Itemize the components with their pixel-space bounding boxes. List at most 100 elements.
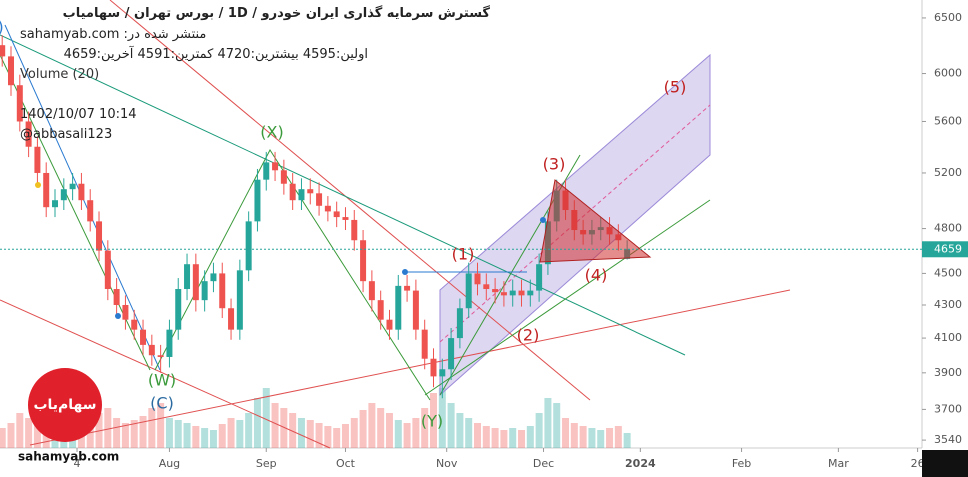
volume-bar [438, 388, 446, 448]
candle-body [60, 189, 67, 201]
volume-bar [174, 420, 182, 448]
volume-bar [482, 426, 490, 448]
candle-body [377, 300, 384, 320]
candle-body [333, 211, 340, 218]
volume-bar [130, 420, 138, 448]
volume-bar [394, 420, 402, 448]
candle-body [157, 355, 164, 357]
volume-bar [33, 420, 41, 448]
last-price: 4659 [934, 242, 962, 255]
volume-bar [385, 413, 393, 448]
y-tick-label: 5600 [934, 114, 962, 127]
volume-bar [42, 426, 50, 448]
candle-body [228, 308, 235, 330]
volume-bar [588, 428, 596, 448]
volume-bar [350, 418, 358, 448]
volume-bar [209, 430, 217, 448]
volume-bar [245, 413, 253, 448]
candle-body [536, 264, 543, 291]
candle-body [395, 285, 402, 330]
y-tick-label: 6500 [934, 11, 962, 24]
x-tick-label: Feb [732, 457, 751, 470]
y-tick-label: 5200 [934, 166, 962, 179]
volume-bar [509, 428, 517, 448]
y-tick-label: 3900 [934, 366, 962, 379]
author: @abbasali123 [20, 127, 113, 142]
candle-body [518, 290, 525, 296]
trendline [424, 199, 711, 396]
x-tick-label: 2024 [625, 457, 656, 470]
volume-bar [148, 408, 156, 448]
candle-body [500, 292, 507, 296]
marker [35, 182, 41, 188]
x-tick-label: Aug [159, 457, 180, 470]
volume-layer [0, 388, 631, 448]
volume-bar [553, 403, 561, 448]
candle-body [421, 329, 428, 359]
candle-body [289, 183, 296, 201]
candle-body [210, 273, 217, 282]
volume-bar [139, 416, 147, 448]
volume-bar [16, 413, 24, 448]
volume-bar [500, 430, 508, 448]
volume-bar [491, 428, 499, 448]
volume-bar [341, 424, 349, 448]
candle-body [263, 162, 270, 180]
volume-bar [456, 413, 464, 448]
volume-bar [474, 423, 482, 448]
volume-bar [280, 408, 288, 448]
candle-body [0, 45, 6, 57]
candle-body [104, 250, 111, 290]
volume-bar [412, 418, 420, 448]
trendline [29, 289, 791, 446]
x-tick-label: Mar [828, 457, 849, 470]
y-tick-label: 3540 [934, 433, 962, 446]
candle-body [404, 285, 411, 291]
candle-body [474, 273, 481, 285]
logo [28, 368, 102, 442]
volume-bar [25, 418, 33, 448]
volume-bar [104, 408, 112, 448]
candle-body [351, 219, 358, 241]
x-tick-label: 4 [74, 457, 81, 470]
wave-label: (Y) [421, 412, 443, 431]
volume-bar [597, 430, 605, 448]
wave-label: (C) [150, 394, 174, 413]
candle-body [456, 308, 463, 339]
ohlc-label: آخرین: [96, 47, 134, 62]
volume-bar [614, 426, 622, 448]
volume-bar [192, 426, 200, 448]
volume-bar [526, 426, 534, 448]
x-tick-label: Nov [436, 457, 458, 470]
candle-body [483, 284, 490, 290]
volume-bar [121, 423, 129, 448]
candle-body [34, 146, 41, 173]
ohlc-value: 4659 [63, 47, 97, 62]
x-tick-label: Sep [256, 457, 277, 470]
y-tick-label: 4100 [934, 331, 962, 344]
volume-bar [333, 428, 341, 448]
wave-label: (B) [0, 18, 4, 37]
volume-bar [297, 418, 305, 448]
corner [922, 450, 968, 477]
candle-body [113, 289, 120, 305]
price-axis [922, 0, 968, 448]
candle-body [245, 221, 252, 271]
volume-bar [623, 433, 631, 448]
volume-bar [429, 393, 437, 448]
volume-bar [377, 408, 385, 448]
ohlc-label: کمترین: [170, 47, 214, 62]
volume-bar [465, 418, 473, 448]
candle-body [298, 189, 305, 201]
y-tick-label: 4800 [934, 222, 962, 235]
volume-bar [227, 418, 235, 448]
candle-body [78, 183, 85, 201]
volume-bar [289, 413, 297, 448]
marker [402, 269, 408, 275]
candle-body [307, 189, 314, 194]
wave-label: (2) [517, 326, 540, 345]
candle-body [166, 329, 173, 357]
y-tick-label: 4500 [934, 266, 962, 279]
candle-body [43, 172, 50, 208]
volume-bar [183, 423, 191, 448]
